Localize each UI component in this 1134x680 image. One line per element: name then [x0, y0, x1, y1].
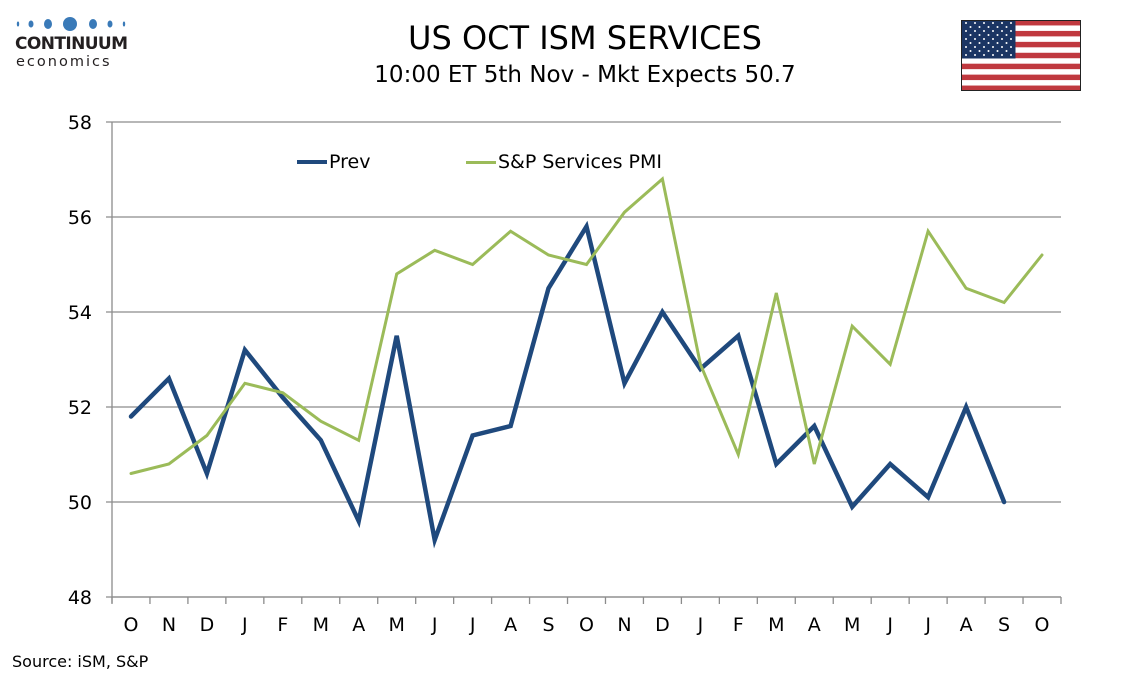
brand-logo: CONTINUUM economics — [14, 14, 134, 74]
y-tick-label: 54 — [68, 302, 92, 324]
x-tick-label: S — [998, 614, 1010, 636]
x-tick-label: J — [924, 614, 931, 636]
x-tick-label: O — [579, 614, 594, 636]
series-sp-services-pmi — [129, 176, 1044, 475]
legend-swatch-prev — [297, 160, 327, 164]
x-tick-label: A — [352, 614, 365, 636]
series-prev — [128, 220, 1007, 549]
x-tick-label: F — [733, 614, 744, 636]
x-tick-label: F — [277, 614, 288, 636]
series-line — [128, 220, 1007, 549]
x-tick-label: D — [200, 614, 215, 636]
x-tick-label: J — [241, 614, 248, 636]
legend-label-prev: Prev — [329, 151, 371, 173]
x-tick-label: O — [1035, 614, 1050, 636]
x-tick-label: J — [431, 614, 438, 636]
legend-swatch-sp — [466, 160, 496, 164]
brand-name: CONTINUUM — [15, 34, 128, 54]
source-note: Source: iSM, S&P — [12, 652, 149, 671]
chart-subtitle: 10:00 ET 5th Nov - Mkt Expects 50.7 — [374, 62, 796, 88]
x-tick-label: A — [504, 614, 517, 636]
x-tick-label: S — [543, 614, 555, 636]
x-tick-label: D — [655, 614, 670, 636]
x-tick-label: M — [388, 614, 404, 636]
x-tick-label: O — [123, 614, 138, 636]
us-flag-icon — [961, 20, 1081, 91]
x-tick-label: N — [162, 614, 176, 636]
x-tick-label: M — [313, 614, 329, 636]
logo-dots-icon — [16, 17, 126, 31]
legend-item-prev: Prev — [297, 150, 370, 174]
x-tick-label: M — [768, 614, 784, 636]
legend-item-sp: S&P Services PMI — [466, 150, 662, 174]
x-tick-label: A — [808, 614, 821, 636]
chart-title: US OCT ISM SERVICES — [408, 19, 762, 57]
y-tick-label: 48 — [68, 587, 92, 609]
x-tick-label: J — [697, 614, 704, 636]
x-tick-label: J — [469, 614, 476, 636]
y-tick-label: 56 — [68, 207, 92, 229]
y-tick-label: 58 — [68, 112, 92, 134]
y-tick-label: 50 — [68, 492, 92, 514]
x-tick-label: N — [617, 614, 631, 636]
x-tick-label: J — [886, 614, 893, 636]
legend-label-sp: S&P Services PMI — [498, 151, 662, 173]
y-tick-label: 52 — [68, 397, 92, 419]
brand-subname: economics — [16, 54, 112, 70]
x-tick-label: A — [960, 614, 973, 636]
x-tick-label: M — [844, 614, 860, 636]
